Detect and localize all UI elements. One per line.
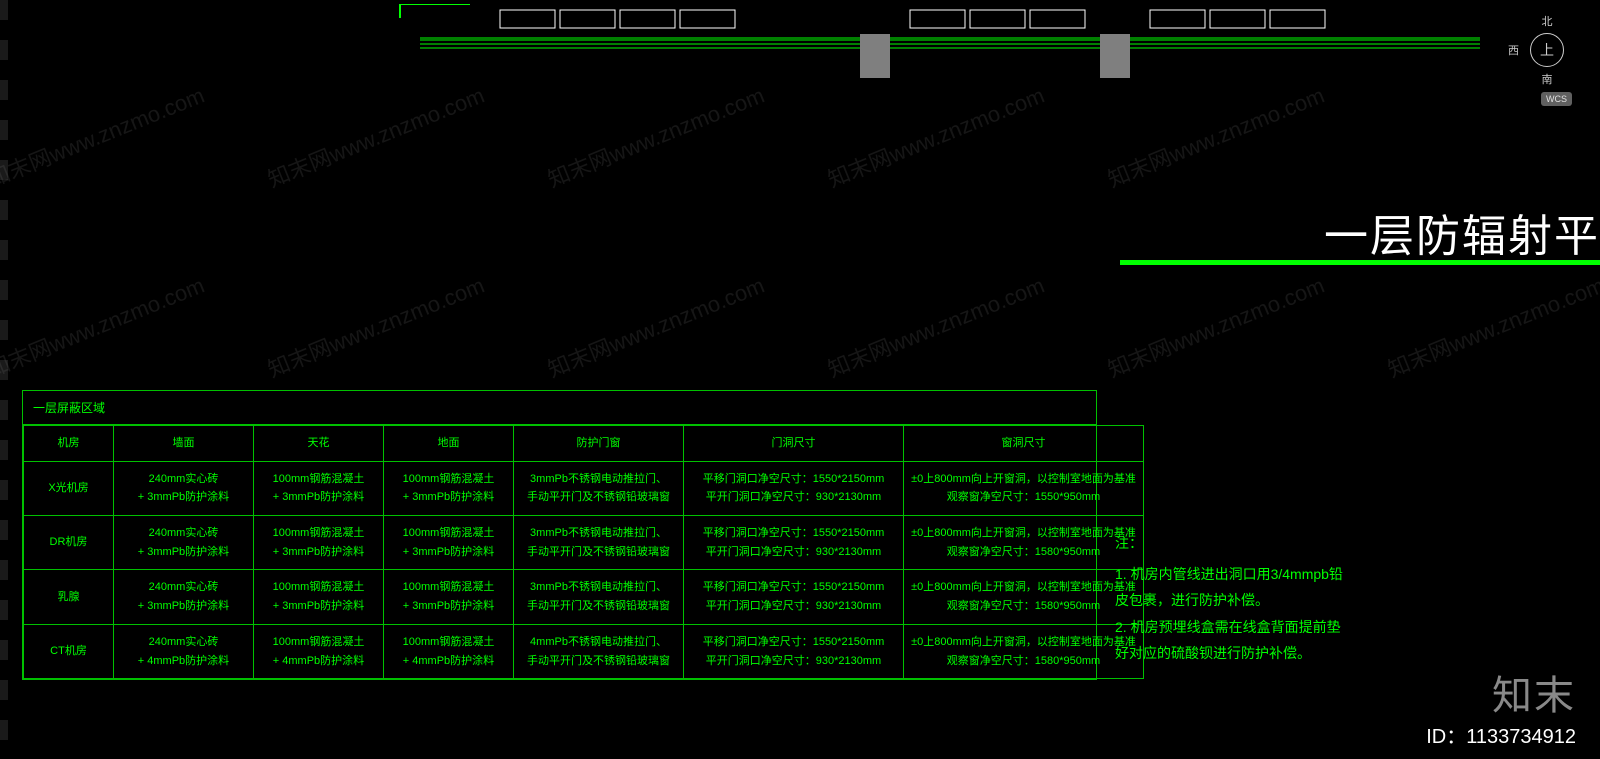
table-cell: 平移门洞口净空尺寸：1550*2150mm平开门洞口净空尺寸：930*2130m…: [684, 624, 904, 678]
table-cell: 100mm钢筋混凝土+ 3mmPb防护涂料: [384, 461, 514, 515]
watermark-text: 知末网www.znzmo.com: [822, 268, 1048, 384]
compass-widget: 北 南 西 上: [1512, 15, 1582, 85]
table-header-cell: 地面: [384, 426, 514, 462]
compass-north: 北: [1542, 13, 1553, 29]
image-id: ID：1133734912: [1426, 720, 1576, 749]
table-row: DR机房240mm实心砖+ 3mmPb防护涂料100mm钢筋混凝土+ 3mmPb…: [24, 516, 1144, 570]
table-cell: 100mm钢筋混凝土+ 3mmPb防护涂料: [254, 516, 384, 570]
table-header-cell: 门洞尺寸: [684, 426, 904, 462]
table-cell: DR机房: [24, 516, 114, 570]
notes-block: 注： 1. 机房内管线进出洞口用3/4mmpb铅皮包裹，进行防护补偿。2. 机房…: [1115, 530, 1510, 667]
table-body: 机房墙面天花地面防护门窗门洞尺寸窗洞尺寸 X光机房240mm实心砖+ 3mmPb…: [23, 425, 1144, 679]
table-cell: 100mm钢筋混凝土+ 4mmPb防护涂料: [254, 624, 384, 678]
table-cell: 240mm实心砖+ 3mmPb防护涂料: [114, 516, 254, 570]
table-cell: 100mm钢筋混凝土+ 3mmPb防护涂料: [254, 461, 384, 515]
table-header-cell: 机房: [24, 426, 114, 462]
notes-line: 好对应的硫酸钡进行防护补偿。: [1115, 640, 1510, 667]
watermark-text: 知末网www.znzmo.com: [262, 78, 488, 194]
table-cell: 乳腺: [24, 570, 114, 624]
table-cell: 3mmPb不锈钢电动推拉门、手动平开门及不锈钢铅玻璃窗: [514, 461, 684, 515]
table-cell: 240mm实心砖+ 4mmPb防护涂料: [114, 624, 254, 678]
watermark-text: 知末网www.znzmo.com: [0, 78, 209, 194]
table-cell: ±0上800mm向上开窗洞，以控制室地面为基准观察窗净空尺寸：1580*950m…: [904, 516, 1144, 570]
watermark-text: 知末网www.znzmo.com: [542, 78, 768, 194]
table-cell: 100mm钢筋混凝土+ 4mmPb防护涂料: [384, 624, 514, 678]
table-cell: X光机房: [24, 461, 114, 515]
watermark-text: 知末网www.znzmo.com: [1102, 268, 1328, 384]
table-cell: 4mmPb不锈钢电动推拉门、手动平开门及不锈钢铅玻璃窗: [514, 624, 684, 678]
table-header-cell: 天花: [254, 426, 384, 462]
compass-center: 上: [1530, 33, 1564, 67]
table-cell: 240mm实心砖+ 3mmPb防护涂料: [114, 461, 254, 515]
table-header-cell: 墙面: [114, 426, 254, 462]
table-cell: 100mm钢筋混凝土+ 3mmPb防护涂料: [254, 570, 384, 624]
table-header-row: 机房墙面天花地面防护门窗门洞尺寸窗洞尺寸: [24, 426, 1144, 462]
table-cell: 平移门洞口净空尺寸：1550*2150mm平开门洞口净空尺寸：930*2130m…: [684, 516, 904, 570]
watermark-text: 知末网www.znzmo.com: [1382, 268, 1600, 384]
table-cell: 100mm钢筋混凝土+ 3mmPb防护涂料: [384, 570, 514, 624]
table-cell: 3mmPb不锈钢电动推拉门、手动平开门及不锈钢铅玻璃窗: [514, 570, 684, 624]
table-header-cell: 窗洞尺寸: [904, 426, 1144, 462]
notes-line: 2. 机房预埋线盒需在线盒背面提前垫: [1115, 614, 1510, 641]
table-row: X光机房240mm实心砖+ 3mmPb防护涂料100mm钢筋混凝土+ 3mmPb…: [24, 461, 1144, 515]
shielding-table: 一层屏蔽区域 机房墙面天花地面防护门窗门洞尺寸窗洞尺寸 X光机房240mm实心砖…: [22, 390, 1097, 680]
watermark-text: 知末网www.znzmo.com: [0, 268, 209, 384]
notes-line: 1. 机房内管线进出洞口用3/4mmpb铅: [1115, 561, 1510, 588]
table-cell: 平移门洞口净空尺寸：1550*2150mm平开门洞口净空尺寸：930*2130m…: [684, 461, 904, 515]
wcs-badge: WCS: [1541, 92, 1572, 106]
table-cell: ±0上800mm向上开窗洞，以控制室地面为基准观察窗净空尺寸：1580*950m…: [904, 624, 1144, 678]
compass-west: 西: [1508, 42, 1519, 58]
table-cell: 240mm实心砖+ 3mmPb防护涂料: [114, 570, 254, 624]
table-rows: X光机房240mm实心砖+ 3mmPb防护涂料100mm钢筋混凝土+ 3mmPb…: [24, 461, 1144, 679]
cad-section-drawing: [380, 4, 1500, 84]
table-cell: CT机房: [24, 624, 114, 678]
notes-title: 注：: [1115, 530, 1510, 557]
drawing-title-underline: [1120, 260, 1600, 265]
table-cell: ±0上800mm向上开窗洞，以控制室地面为基准观察窗净空尺寸：1580*950m…: [904, 570, 1144, 624]
table-cell: 100mm钢筋混凝土+ 3mmPb防护涂料: [384, 516, 514, 570]
drawing-title: 一层防辐射平: [1324, 200, 1600, 264]
table-title: 一层屏蔽区域: [23, 391, 1096, 425]
compass-south: 南: [1542, 71, 1553, 87]
watermark-text: 知末网www.znzmo.com: [1102, 78, 1328, 194]
table-cell: ±0上800mm向上开窗洞，以控制室地面为基准观察窗净空尺寸：1550*950m…: [904, 461, 1144, 515]
table-row: CT机房240mm实心砖+ 4mmPb防护涂料100mm钢筋混凝土+ 4mmPb…: [24, 624, 1144, 678]
table-cell: 3mmPb不锈钢电动推拉门、手动平开门及不锈钢铅玻璃窗: [514, 516, 684, 570]
watermark-text: 知末网www.znzmo.com: [262, 268, 488, 384]
watermark-text: 知末网www.znzmo.com: [822, 78, 1048, 194]
watermark-text: 知末网www.znzmo.com: [542, 268, 768, 384]
brand-watermark: 知末: [1492, 663, 1576, 721]
table-row: 乳腺240mm实心砖+ 3mmPb防护涂料100mm钢筋混凝土+ 3mmPb防护…: [24, 570, 1144, 624]
table-cell: 平移门洞口净空尺寸：1550*2150mm平开门洞口净空尺寸：930*2130m…: [684, 570, 904, 624]
notes-line: 皮包裹，进行防护补偿。: [1115, 587, 1510, 614]
table-header-cell: 防护门窗: [514, 426, 684, 462]
